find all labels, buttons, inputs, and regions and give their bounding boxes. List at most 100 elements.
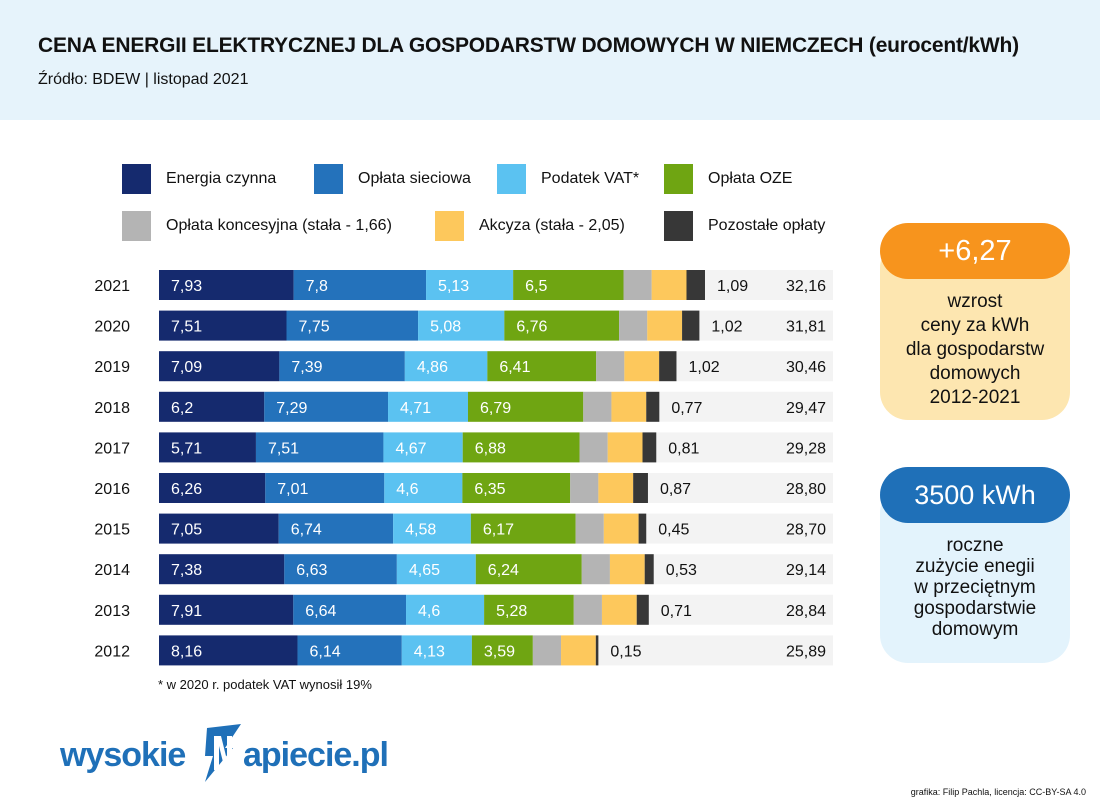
bar-segment — [644, 554, 654, 585]
bar-segment — [686, 270, 705, 300]
year-label: 2016 — [94, 481, 130, 498]
bar-segment — [570, 473, 599, 503]
legend-item-oplata-koncesyjna: Opłata koncesyjna (stała - 1,66) — [122, 211, 392, 241]
legend-item-pozostale-oplaty: Pozostałe opłaty — [664, 211, 825, 241]
bar-segment — [532, 635, 562, 666]
bar-segment — [596, 351, 625, 382]
bar-segment — [393, 513, 471, 544]
site-logo[interactable]: wysokie apiecie.pl — [60, 722, 390, 784]
consumption-description: roczne zużycie enegii w przeciętnym gosp… — [880, 535, 1070, 640]
legend-item-energia-czynna: Energia czynna — [122, 164, 276, 194]
legend-item-oplata-oze: Opłata OZE — [664, 164, 792, 194]
increase-line: wzrost — [947, 291, 1003, 312]
bar-segment — [159, 310, 287, 341]
segment-value-label: 6,63 — [296, 562, 327, 579]
other-fees-value-label: 0,15 — [610, 643, 641, 660]
footnote: * w 2020 r. podatek VAT wynosił 19% — [158, 677, 372, 692]
year-label: 2014 — [94, 562, 130, 579]
other-fees-value-label: 1,09 — [717, 278, 748, 295]
bar-segment — [404, 351, 488, 382]
bar-segment — [462, 473, 571, 503]
total-value-label: 30,46 — [786, 359, 826, 376]
bar-segment — [278, 513, 394, 544]
increase-line: 2012-2021 — [929, 387, 1021, 408]
segment-value-label: 7,05 — [171, 522, 202, 539]
year-label: 2018 — [94, 400, 130, 417]
bar-segment — [383, 432, 463, 463]
bar-segment — [159, 270, 294, 300]
lightning-n-icon — [205, 724, 241, 782]
bar-segment — [265, 473, 385, 503]
bar-segment — [575, 513, 604, 544]
bar-segment — [647, 310, 683, 341]
bar-segment — [467, 391, 584, 422]
legend-label: Opłata OZE — [708, 170, 793, 187]
segment-value-label: 7,75 — [298, 319, 329, 336]
total-value-label: 29,28 — [786, 440, 826, 457]
bar-segment — [619, 310, 648, 341]
year-label: 2012 — [94, 643, 130, 660]
bar-segment — [159, 554, 285, 585]
legend-label: Opłata sieciowa — [358, 170, 471, 187]
segment-value-label: 5,08 — [430, 319, 461, 336]
total-value-label: 31,81 — [786, 319, 826, 336]
legend-item-oplata-sieciowa: Opłata sieciowa — [314, 164, 471, 194]
bar-segment — [583, 391, 612, 422]
bar-segment — [401, 635, 472, 666]
segment-value-label: 7,01 — [277, 481, 308, 498]
header-band — [0, 0, 1100, 120]
other-fees-value-label: 0,71 — [661, 603, 692, 620]
bar-segment — [293, 270, 427, 300]
segment-value-label: 4,6 — [418, 603, 440, 620]
legend-label: Akcyza (stała - 2,05) — [479, 217, 625, 234]
bar-segment — [406, 594, 485, 625]
bar-segment — [659, 351, 677, 382]
segment-value-label: 4,6 — [396, 481, 418, 498]
other-fees-value-label: 0,53 — [666, 562, 697, 579]
bar-segment — [561, 635, 596, 666]
increase-value: +6,27 — [880, 223, 1070, 279]
segment-value-label: 3,59 — [484, 643, 515, 660]
bar-segment — [484, 594, 574, 625]
bar-segment — [426, 270, 514, 300]
segment-value-label: 6,79 — [480, 400, 511, 417]
consumption-line: w przeciętnym — [914, 577, 1036, 598]
segment-value-label: 6,88 — [475, 440, 506, 457]
logo-text-right: apiecie.pl — [243, 736, 389, 774]
bar-segment — [286, 310, 419, 341]
bar-segment — [159, 391, 265, 422]
credit: grafika: Filip Pachla, licencja: CC-BY-S… — [910, 787, 1086, 797]
bar-segment — [159, 635, 298, 666]
legend-item-podatek-vat: Podatek VAT* — [497, 164, 639, 194]
year-label: 2013 — [94, 603, 130, 620]
legend-swatch — [122, 164, 151, 194]
legend-swatch — [664, 164, 693, 194]
consumption-value: 3500 kWh — [880, 467, 1070, 523]
segment-value-label: 7,51 — [171, 319, 202, 336]
bar-segment — [396, 554, 476, 585]
total-value-label: 28,70 — [786, 522, 826, 539]
bar-segment — [504, 310, 620, 341]
consumption-line: zużycie enegii — [915, 556, 1035, 577]
logo-text-left: wysokie — [60, 736, 186, 774]
bar-segment — [601, 594, 637, 625]
bar-segment — [470, 513, 576, 544]
bar-segment — [623, 270, 652, 300]
bar-segment — [595, 635, 599, 666]
total-value-label: 29,14 — [786, 562, 826, 579]
segment-value-label: 6,35 — [474, 481, 505, 498]
bar-segment — [159, 473, 266, 503]
segment-value-label: 7,8 — [306, 278, 328, 295]
total-value-label: 28,80 — [786, 481, 826, 498]
year-label: 2017 — [94, 440, 130, 457]
bar-segment — [255, 432, 384, 463]
segment-value-label: 7,93 — [171, 278, 202, 295]
other-fees-value-label: 0,81 — [668, 440, 699, 457]
other-fees-value-label: 1,02 — [711, 319, 742, 336]
segment-value-label: 5,13 — [438, 278, 469, 295]
segment-value-label: 5,28 — [496, 603, 527, 620]
segment-value-label: 7,38 — [171, 562, 202, 579]
bar-segment — [471, 635, 533, 666]
bar-segment — [633, 473, 648, 503]
segment-value-label: 6,41 — [499, 359, 530, 376]
